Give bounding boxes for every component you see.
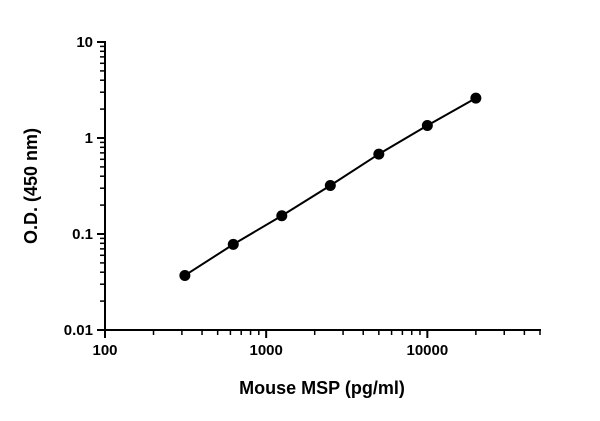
y-tick-label: 10: [76, 34, 93, 51]
y-axis-title: O.D. (450 nm): [21, 128, 41, 244]
x-tick-label: 1000: [249, 342, 282, 359]
data-point: [227, 238, 239, 250]
x-tick-label: 10000: [406, 342, 448, 359]
y-tick-label: 1: [85, 130, 93, 147]
data-point: [324, 180, 336, 192]
plot-area: 100 1000 10000 0.01 0.1 1 10: [64, 34, 541, 359]
y-tick-label: 0.01: [64, 322, 93, 339]
x-axis-title: Mouse MSP (pg/ml): [239, 378, 405, 398]
x-tick-label: 100: [92, 342, 117, 359]
data-point: [421, 119, 433, 131]
data-point: [470, 92, 482, 104]
y-tick-label: 0.1: [72, 226, 93, 243]
data-point: [373, 148, 385, 160]
data-point: [179, 269, 191, 281]
data-point: [276, 210, 288, 222]
